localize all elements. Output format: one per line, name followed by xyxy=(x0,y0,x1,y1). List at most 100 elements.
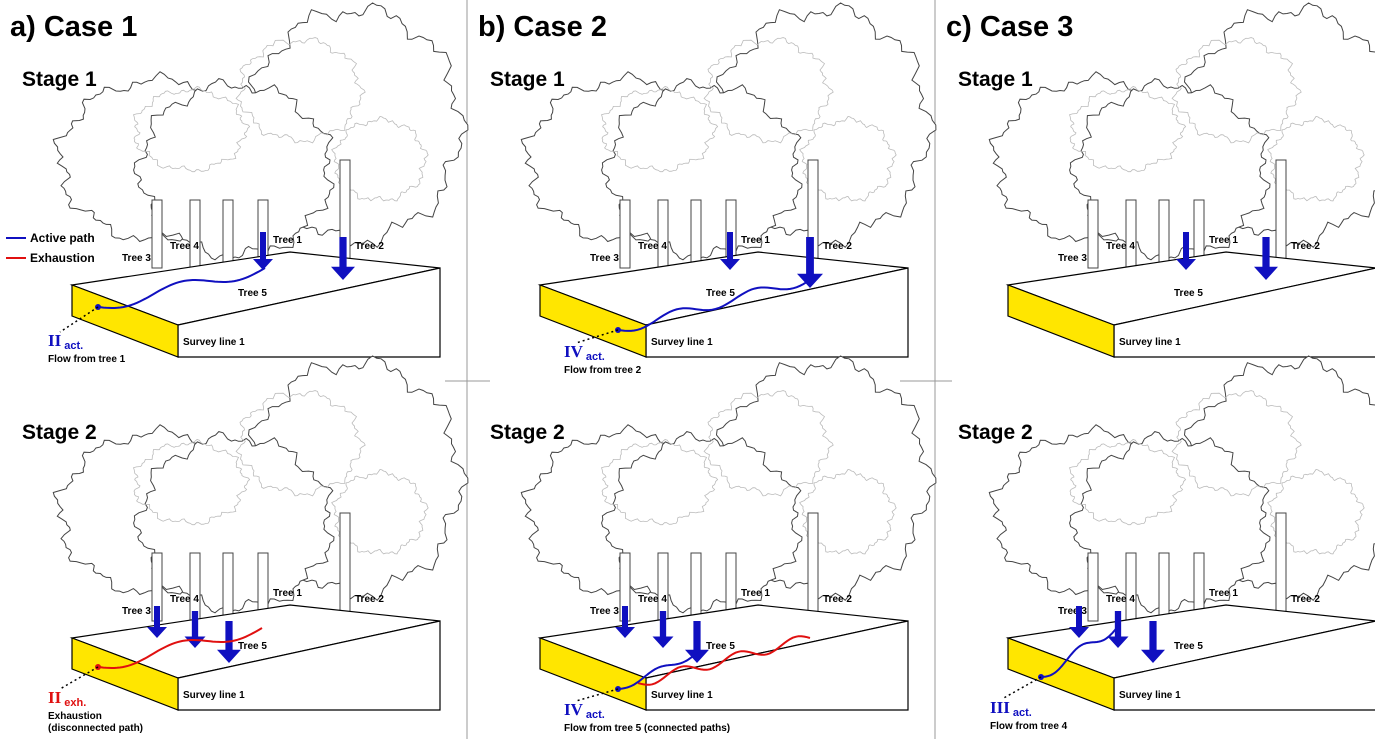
flow-arrow xyxy=(331,237,355,280)
tree-label: Tree 5 xyxy=(238,641,267,652)
tree-label: Tree 2 xyxy=(355,241,384,252)
leader-line xyxy=(575,329,619,344)
ground-side xyxy=(71,284,179,358)
case-label: IV act. xyxy=(564,700,605,721)
stage-panel: Stage 1 Survey line 1 Tree 3 Tree 4 Tree 1 Tr… xyxy=(958,2,1375,358)
ground-side xyxy=(1007,284,1115,358)
flow-arrow xyxy=(184,611,206,648)
label-sub: act. xyxy=(586,351,605,363)
label-sub: exh. xyxy=(64,697,86,709)
flow-arrow xyxy=(147,606,167,638)
tree-label: Tree 2 xyxy=(823,594,852,605)
flow-path xyxy=(97,267,266,309)
caption: Flow from tree 5 (connected paths) xyxy=(564,723,730,734)
stage-panel: Stage 1 Survey line 1 Tree 3 Tree 4 Tree 1 Tr… xyxy=(22,2,469,365)
tree-detail xyxy=(799,469,897,555)
tree-label: Tree 5 xyxy=(706,641,735,652)
stage-title: Stage 1 xyxy=(958,68,1033,91)
tree-detail xyxy=(600,439,719,526)
tree-trunk xyxy=(151,199,163,269)
flow-arrow xyxy=(1107,611,1129,648)
ground-side xyxy=(71,637,179,711)
tree-label: Tree 2 xyxy=(355,594,384,605)
tree-detail xyxy=(132,86,251,173)
legend-label: Exhaustion xyxy=(30,251,95,265)
case-label: III act. xyxy=(990,698,1032,719)
label-main: IV xyxy=(564,700,584,719)
tree-label: Tree 5 xyxy=(1174,288,1203,299)
survey-line-label: Survey line 1 xyxy=(1119,337,1181,348)
tree-label: Tree 1 xyxy=(273,588,302,599)
tree-label: Tree 4 xyxy=(1106,594,1135,605)
flow-arrow xyxy=(253,232,273,270)
tree-detail xyxy=(799,116,897,202)
tree-canopy xyxy=(601,78,803,261)
case-title: c) Case 3 xyxy=(946,11,1073,43)
stage-panel: Stage 2 Survey line 1 Tree 3 Tree 4 Tree 1 Tr… xyxy=(958,355,1375,732)
survey-line-label: Survey line 1 xyxy=(1119,690,1181,701)
leader-line xyxy=(575,688,619,702)
tree-label: Tree 3 xyxy=(1058,253,1087,264)
flow-path xyxy=(617,652,698,690)
tree-label: Tree 5 xyxy=(1174,641,1203,652)
tree-trunk xyxy=(1087,199,1099,269)
tree-trunk xyxy=(1125,552,1137,622)
tree-label: Tree 5 xyxy=(238,288,267,299)
tree-detail xyxy=(132,439,251,526)
flow-arrow xyxy=(1141,621,1165,663)
tree-trunk xyxy=(189,552,201,622)
tree-label: Tree 4 xyxy=(170,241,199,252)
flow-arrow xyxy=(615,606,635,638)
label-sub: act. xyxy=(1013,707,1032,719)
caption: Exhaustion xyxy=(48,711,102,722)
flow-path xyxy=(637,635,811,686)
tree-label: Tree 3 xyxy=(590,606,619,617)
survey-line-label: Survey line 1 xyxy=(651,690,713,701)
tree-detail xyxy=(1267,469,1365,555)
flow-path xyxy=(97,627,263,669)
label-main: III xyxy=(990,698,1010,717)
case-label: II exh. xyxy=(48,688,86,709)
flow-arrow xyxy=(1254,237,1278,280)
flow-arrow xyxy=(685,621,709,663)
survey-line-label: Survey line 1 xyxy=(183,690,245,701)
tree-detail xyxy=(703,390,834,497)
tree-trunk xyxy=(189,199,201,269)
stage-panel: Stage 1 Survey line 1 Tree 3 Tree 4 Tree 1 Tr… xyxy=(490,2,937,376)
tree-label: Tree 4 xyxy=(638,594,667,605)
tree-canopy xyxy=(133,78,335,261)
label-sub: act. xyxy=(64,340,83,352)
survey-line-label: Survey line 1 xyxy=(183,337,245,348)
tree-canopy xyxy=(1069,431,1271,614)
stage-panel: Stage 2 Survey line 1 Tree 3 Tree 4 Tree 1 Tr… xyxy=(490,355,937,734)
leader-line xyxy=(1001,676,1042,700)
tree-label: Tree 1 xyxy=(1209,235,1238,246)
tree-detail xyxy=(331,469,429,555)
flow-path xyxy=(617,277,814,332)
tree-detail xyxy=(1171,390,1302,497)
leader-line xyxy=(59,666,99,690)
flow-path xyxy=(1040,624,1120,678)
tree-trunk xyxy=(1125,199,1137,269)
stage-title: Stage 2 xyxy=(958,421,1033,444)
tree-detail xyxy=(235,390,366,497)
tree-trunk xyxy=(619,199,631,269)
caption: Flow from tree 4 xyxy=(990,721,1068,732)
tree-label: Tree 2 xyxy=(1291,594,1320,605)
tree-label: Tree 3 xyxy=(122,253,151,264)
tree-trunk xyxy=(657,552,669,622)
stage-title: Stage 2 xyxy=(490,421,565,444)
tree-label: Tree 5 xyxy=(706,288,735,299)
case-title: b) Case 2 xyxy=(478,11,607,43)
flow-arrow xyxy=(797,237,823,288)
case-title: a) Case 1 xyxy=(10,11,137,43)
tree-detail xyxy=(1068,86,1187,173)
label-main: IV xyxy=(564,342,584,361)
tree-detail xyxy=(703,37,834,144)
tree-label: Tree 3 xyxy=(122,606,151,617)
tree-label: Tree 4 xyxy=(170,594,199,605)
tree-canopy xyxy=(1069,78,1271,261)
label-main: II xyxy=(48,688,62,707)
flow-arrow xyxy=(652,611,674,648)
